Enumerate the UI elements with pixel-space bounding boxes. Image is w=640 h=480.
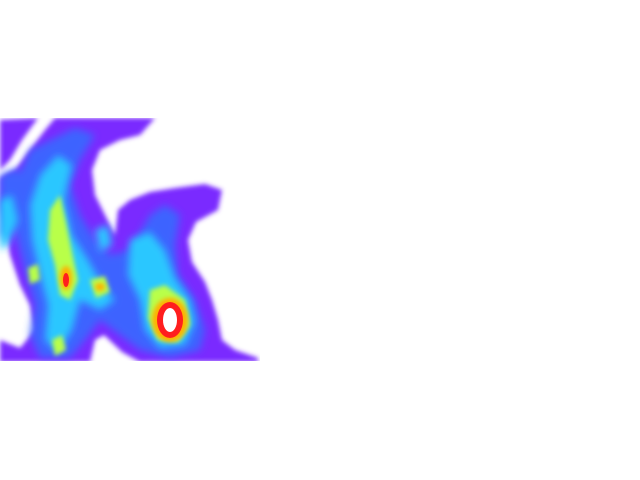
hotspot-core xyxy=(163,308,177,332)
heatmap-layer xyxy=(0,118,258,361)
density-saturated xyxy=(163,308,177,332)
hotspot-left-ridge xyxy=(63,273,69,287)
